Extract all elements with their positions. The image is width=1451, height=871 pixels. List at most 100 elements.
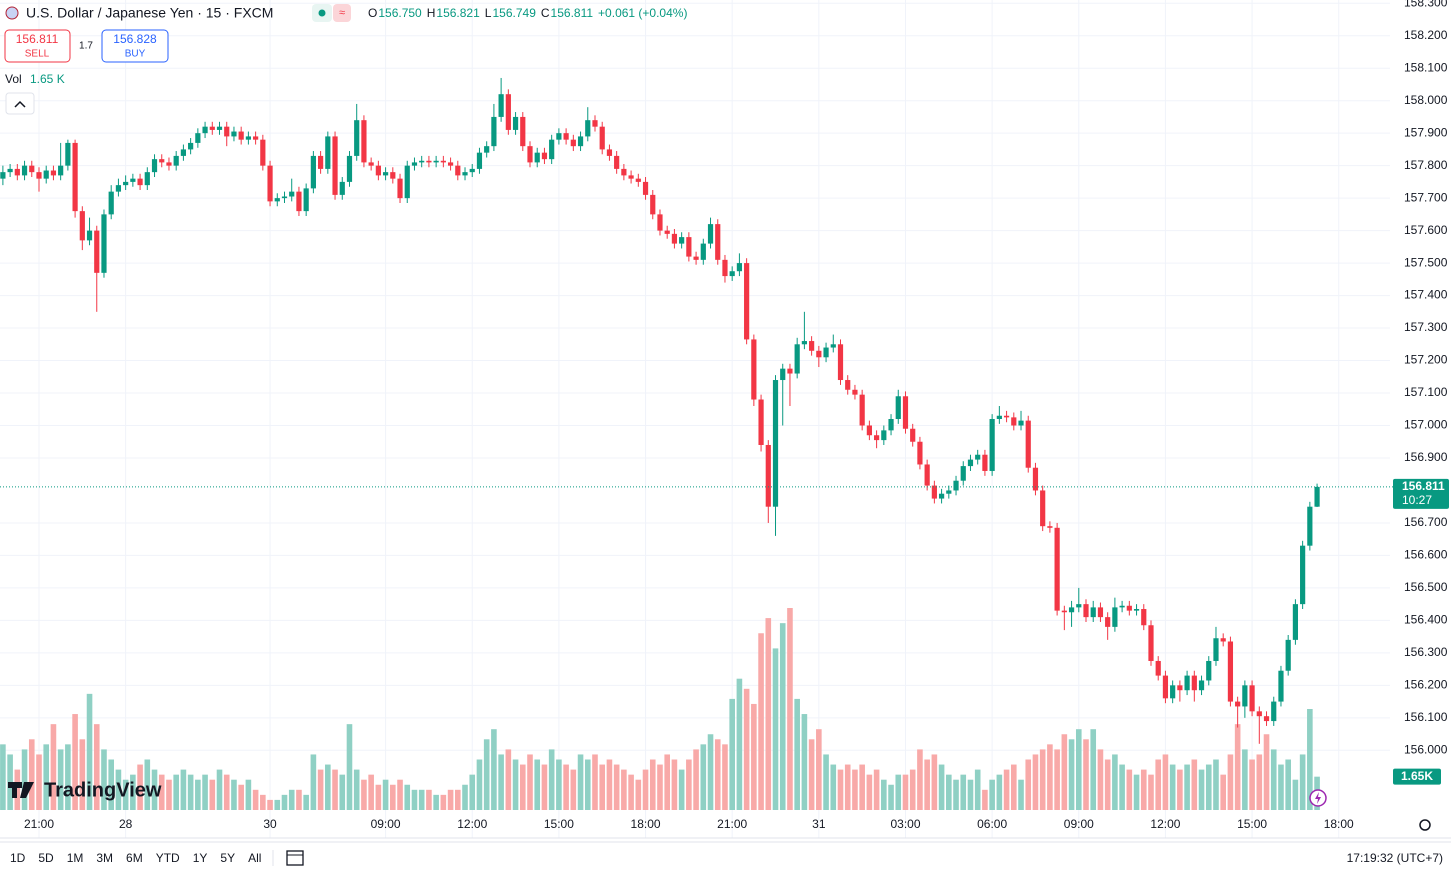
- volume-bar: [895, 774, 902, 810]
- candle-body: [982, 454, 988, 471]
- volume-bar: [101, 749, 107, 810]
- volume-bar: [209, 779, 216, 810]
- volume-bar: [180, 769, 187, 810]
- logo[interactable]: TradingView: [8, 779, 162, 801]
- volume-bar: [852, 769, 858, 810]
- symbol-flag: [5, 6, 19, 20]
- symbol-title[interactable]: U.S. Dollar / Japanese Yen · 15 · FXCM: [26, 5, 273, 21]
- volume-bar: [43, 744, 50, 810]
- candle-body: [686, 237, 692, 257]
- candle-body: [1278, 670, 1284, 702]
- buy-button[interactable]: [101, 29, 169, 63]
- volume-bar: [151, 769, 158, 810]
- volume-bar: [751, 703, 757, 810]
- candle-body: [541, 152, 548, 160]
- volume-bar: [873, 769, 880, 810]
- range-button[interactable]: All: [248, 851, 261, 865]
- y-tick-label: 157.100: [1404, 385, 1448, 399]
- candle-body: [570, 139, 576, 147]
- candle-body: [1227, 641, 1234, 702]
- candle-body: [816, 350, 822, 358]
- volume-bar: [303, 794, 309, 810]
- candle-body: [1206, 660, 1212, 681]
- sell-label: SELL: [25, 49, 50, 60]
- volume-bar: [93, 724, 100, 810]
- volume-bar: [361, 779, 367, 810]
- volume-bar: [274, 799, 281, 810]
- volume-bar: [772, 648, 779, 810]
- volume-bar: [231, 779, 237, 810]
- delay-pill[interactable]: [333, 4, 351, 22]
- volume-bar: [960, 774, 967, 810]
- range-button[interactable]: 1M: [67, 851, 84, 865]
- volume-bar: [1220, 774, 1226, 810]
- date-range-button[interactable]: [286, 850, 304, 866]
- candle-body: [1076, 604, 1082, 608]
- volume-bar: [909, 769, 916, 810]
- volume-bar: [158, 774, 165, 810]
- candle-body: [1170, 685, 1176, 699]
- settings-button[interactable]: [1419, 819, 1431, 831]
- range-button[interactable]: 5Y: [220, 851, 235, 865]
- volume-bar: [693, 749, 699, 810]
- volume-bar: [166, 779, 172, 810]
- candle-body: [1155, 660, 1161, 676]
- volume-bar: [115, 769, 122, 810]
- volume-bar: [628, 774, 634, 810]
- volume-bar: [621, 769, 627, 810]
- candle-body: [1191, 675, 1197, 691]
- volume-bar: [859, 764, 865, 810]
- collapse-button[interactable]: [5, 92, 35, 115]
- volume-bar: [332, 769, 338, 810]
- y-tick-label: 157.000: [1404, 418, 1448, 432]
- candle-body: [801, 341, 807, 345]
- volume-bar: [130, 774, 136, 810]
- sell-price: 156.811: [16, 32, 59, 46]
- candle-body: [809, 341, 815, 351]
- volume-bar: [137, 764, 143, 810]
- volume-bar: [1083, 739, 1089, 810]
- volume-bar: [779, 623, 786, 810]
- candle-body: [180, 149, 187, 156]
- volume-bar: [382, 779, 389, 810]
- candle-body: [491, 116, 497, 147]
- volume-bar: [787, 608, 793, 810]
- volume-bar: [72, 714, 78, 810]
- range-button[interactable]: 5D: [38, 851, 54, 865]
- volume-bar: [1205, 764, 1212, 810]
- candle-body: [599, 126, 605, 150]
- candle-body: [188, 142, 194, 150]
- lightning-icon: [1315, 792, 1321, 804]
- calendar-icon: [286, 850, 304, 866]
- volume-bar: [844, 764, 851, 810]
- buy-label: BUY: [125, 49, 146, 60]
- volume-bar: [1133, 774, 1140, 810]
- range-button[interactable]: 3M: [96, 851, 113, 865]
- volume-bar: [534, 759, 541, 810]
- range-button[interactable]: 1D: [10, 851, 26, 865]
- volume-bar: [14, 769, 21, 810]
- range-button[interactable]: 1Y: [193, 851, 208, 865]
- candle-body: [433, 160, 439, 163]
- sell-button[interactable]: [4, 29, 71, 63]
- volume-bar: [195, 779, 201, 810]
- volume-bar: [317, 769, 324, 810]
- range-button[interactable]: YTD: [156, 851, 180, 865]
- candle-body: [137, 178, 143, 186]
- volume-bar: [1112, 754, 1118, 810]
- candle-body: [946, 490, 952, 494]
- y-tick-label: 156.200: [1404, 678, 1448, 692]
- clock[interactable]: 17:19:32 (UTC+7): [1347, 851, 1443, 865]
- volume-bar: [281, 794, 288, 810]
- ohlc-key: L: [485, 6, 492, 20]
- candle-body: [931, 485, 937, 499]
- candle-body: [852, 389, 858, 395]
- range-button[interactable]: 6M: [126, 851, 143, 865]
- volume-bar: [36, 754, 42, 810]
- candle-body: [1040, 490, 1046, 527]
- volume-bar: [649, 759, 656, 810]
- volume-bar: [202, 774, 208, 810]
- volume-bar: [1270, 749, 1277, 810]
- candle-body: [534, 152, 540, 163]
- candle-body: [1256, 711, 1262, 717]
